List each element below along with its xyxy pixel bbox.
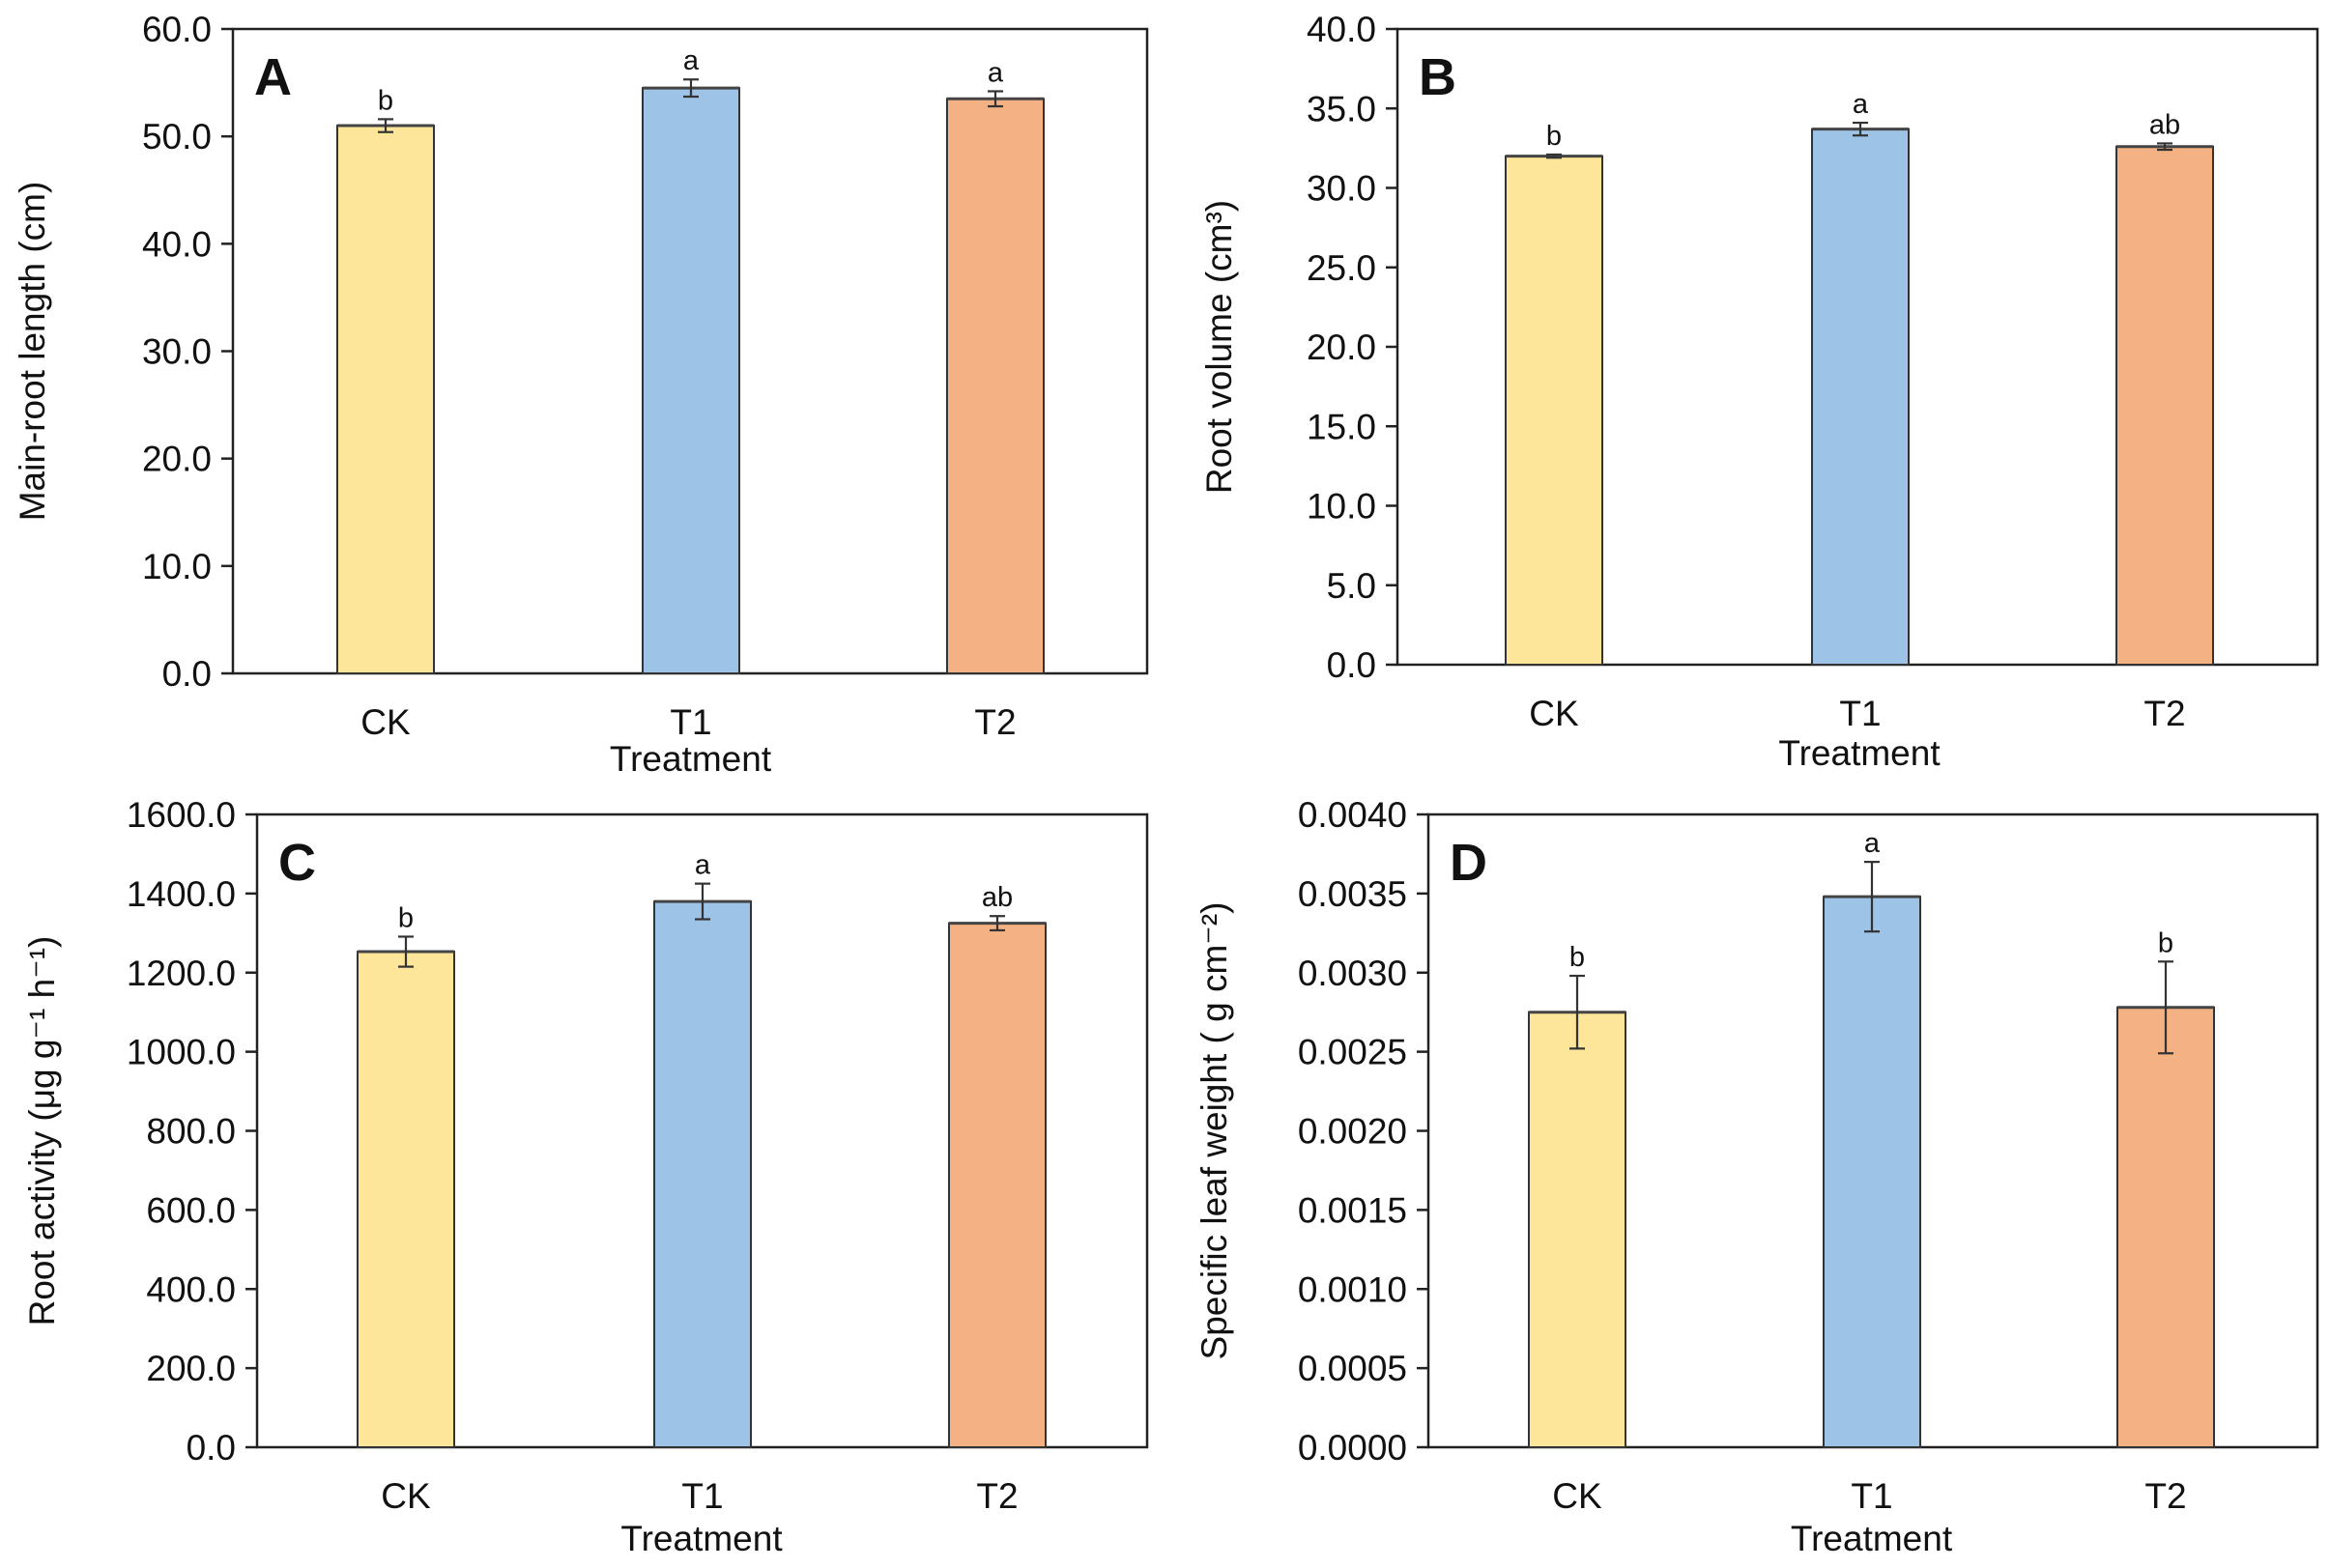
y-tick-label: 15.0 [1307, 407, 1376, 446]
y-axis-title: Main-root length (cm) [13, 182, 52, 522]
bar-t1 [642, 87, 740, 675]
y-tick-label: 30.0 [142, 332, 212, 372]
y-tick-label: 400.0 [146, 1269, 236, 1309]
y-tick-label: 1000.0 [127, 1033, 236, 1072]
significance-letter: b [378, 85, 393, 116]
y-axis-title: Specific leaf weight ( g cm⁻²) [1194, 902, 1234, 1360]
significance-letter: ab [982, 882, 1013, 913]
x-tick-label: CK [1552, 1476, 1602, 1516]
x-axis-title: Treatment [610, 739, 772, 779]
y-tick-label: 5.0 [1327, 566, 1376, 606]
y-tick-label: 600.0 [146, 1190, 236, 1230]
y-tick-label: 0.0005 [1298, 1349, 1407, 1388]
panel-d: 0.0000 0.0005 0.0010 0.0015 0.0020 0.0025 0.00… [1194, 795, 2319, 1558]
y-tick-label: 1400.0 [127, 874, 236, 914]
y-tick-label: 40.0 [1307, 10, 1376, 49]
panel-a: 0.0 10.0 20.0 30.0 40.0 50.0 60.0 b CK a T1 a T2 Trea… [13, 10, 1149, 779]
significance-letter: a [683, 45, 700, 76]
bar-t1 [1811, 128, 1910, 666]
x-tick-label: T1 [681, 1476, 723, 1516]
y-tick-label: 10.0 [1307, 487, 1376, 527]
y-axis-title: Root volume (cm³) [1199, 200, 1239, 494]
x-tick-label: T2 [2144, 1476, 2186, 1516]
bar-t2 [2116, 1006, 2215, 1449]
y-tick-label: 10.0 [142, 547, 212, 586]
significance-letter: b [2158, 927, 2173, 958]
x-tick-label: T2 [974, 702, 1016, 742]
significance-letter: a [1864, 828, 1881, 859]
y-tick-label: 0.0035 [1298, 874, 1407, 914]
panel-b: 0.0 5.0 10.0 15.0 20.0 25.0 30.0 35.0 40.0 b CK a T1… [1199, 10, 2319, 773]
x-tick-label: T1 [1851, 1476, 1892, 1516]
y-tick-label: 0.0040 [1298, 795, 1407, 835]
x-tick-label: T1 [670, 702, 711, 742]
significance-letter: a [695, 850, 711, 881]
panel-letter: D [1450, 834, 1487, 892]
y-tick-label: 1600.0 [127, 795, 236, 835]
bar-ck [357, 951, 455, 1448]
y-tick-label: 60.0 [142, 10, 212, 49]
significance-letter: b [1569, 942, 1585, 973]
significance-letter: b [1546, 121, 1562, 152]
x-axis-title: Treatment [620, 1519, 783, 1558]
x-tick-label: CK [360, 702, 411, 742]
bar-t1 [653, 900, 752, 1448]
y-tick-label: 0.0025 [1298, 1033, 1407, 1072]
y-tick-label: 30.0 [1307, 169, 1376, 209]
x-axis-title: Treatment [1778, 733, 1941, 773]
y-tick-label: 0.0010 [1298, 1269, 1407, 1309]
bar-ck [1528, 1011, 1626, 1448]
y-tick-label: 0.0015 [1298, 1190, 1407, 1230]
significance-letter: a [988, 57, 1004, 88]
panel-letter: C [278, 834, 316, 892]
y-tick-label: 40.0 [142, 224, 212, 264]
y-axis-title: Root activity (μg g⁻¹ h⁻¹) [22, 936, 62, 1326]
y-tick-label: 200.0 [146, 1349, 236, 1388]
panel-letter: B [1419, 48, 1456, 106]
bar-t2 [946, 98, 1045, 674]
y-tick-label: 0.0000 [1298, 1428, 1407, 1468]
y-tick-label: 25.0 [1307, 248, 1376, 288]
y-tick-label: 0.0020 [1298, 1112, 1407, 1152]
y-tick-label: 20.0 [142, 440, 212, 479]
significance-letter: ab [2149, 109, 2180, 140]
y-tick-label: 0.0 [162, 654, 212, 694]
x-tick-label: CK [1529, 694, 1579, 733]
x-axis-title: Treatment [1791, 1519, 1953, 1558]
bar-t2 [2115, 145, 2214, 667]
y-tick-label: 0.0030 [1298, 954, 1407, 993]
y-tick-label: 0.0 [187, 1428, 236, 1468]
y-tick-label: 1200.0 [127, 954, 236, 993]
significance-letter: a [1853, 89, 1869, 120]
x-tick-label: CK [381, 1476, 431, 1516]
significance-letter: b [398, 902, 414, 933]
x-tick-label: T2 [976, 1476, 1018, 1516]
bar-t2 [948, 922, 1047, 1448]
bar-ck [1505, 155, 1603, 667]
panel-c: 0.0 200.0 400.0 600.0 800.0 1000.0 1200.0 1400.… [22, 795, 1149, 1558]
x-tick-label: T1 [1839, 694, 1881, 733]
x-tick-label: T2 [2143, 694, 2185, 733]
y-tick-label: 0.0 [1327, 645, 1376, 685]
y-tick-label: 50.0 [142, 117, 212, 157]
bar-t1 [1823, 896, 1921, 1448]
y-tick-label: 800.0 [146, 1112, 236, 1152]
y-tick-label: 35.0 [1307, 89, 1376, 128]
y-tick-label: 20.0 [1307, 328, 1376, 367]
bar-ck [336, 125, 435, 675]
panel-letter: A [254, 48, 292, 106]
